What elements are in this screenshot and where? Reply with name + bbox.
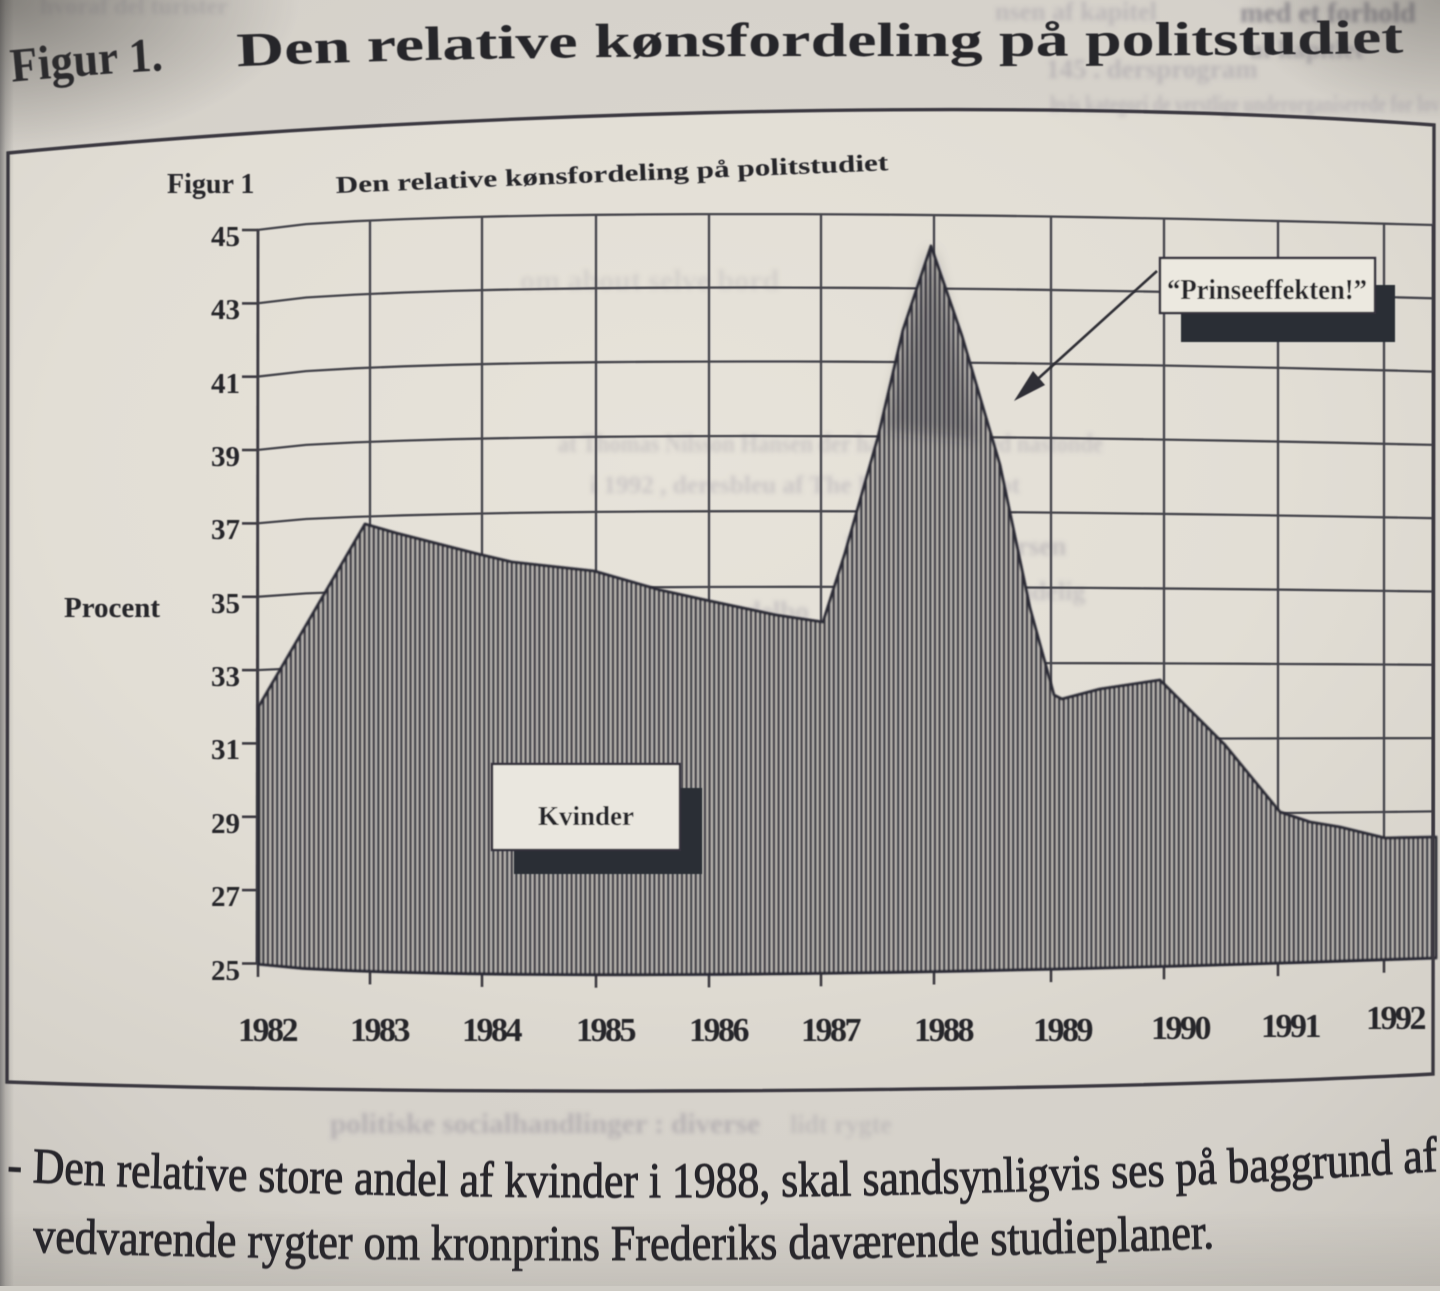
svg-text:1985: 1985 xyxy=(576,1012,636,1049)
svg-text:at Thomas Nilsson Hansen der h: at Thomas Nilsson Hansen der har betrece… xyxy=(558,429,1103,458)
svg-text:33: 33 xyxy=(211,661,240,693)
svg-text:43: 43 xyxy=(211,294,240,326)
svg-text:Figur 1: Figur 1 xyxy=(167,169,254,200)
svg-text:nsen af kapitel: nsen af kapitel xyxy=(995,0,1157,26)
svg-text:27: 27 xyxy=(211,881,240,913)
svg-text:29: 29 xyxy=(211,808,240,840)
svg-text:1989: 1989 xyxy=(1033,1012,1093,1049)
svg-text:45: 45 xyxy=(211,221,240,253)
svg-text:politiske socialhandlinger :: politiske socialhandlinger : diverse xyxy=(330,1109,760,1140)
svg-text:39: 39 xyxy=(211,441,240,473)
svg-text:31: 31 xyxy=(211,734,240,766)
svg-text:1982: 1982 xyxy=(238,1012,298,1049)
svg-text:145 . dersprogram: 145 . dersprogram xyxy=(1046,54,1258,84)
svg-text:41: 41 xyxy=(211,368,240,400)
svg-text:1992: 1992 xyxy=(1366,1000,1426,1037)
svg-text:Kvinder: Kvinder xyxy=(538,801,634,831)
svg-text:1987: 1987 xyxy=(801,1012,862,1049)
svg-text:om about selve bord: om about selve bord xyxy=(520,264,779,297)
svg-text:Procent: Procent xyxy=(64,592,160,624)
svg-text:1990: 1990 xyxy=(1151,1010,1211,1047)
svg-text:“Prinseeffekten!”: “Prinseeffekten!” xyxy=(1167,275,1367,306)
svg-text:1988: 1988 xyxy=(914,1012,974,1049)
svg-text:1991: 1991 xyxy=(1261,1008,1321,1045)
svg-text:37: 37 xyxy=(211,514,240,546)
svg-text:35: 35 xyxy=(211,588,240,620)
svg-text:1983: 1983 xyxy=(350,1012,410,1049)
svg-text:1986: 1986 xyxy=(689,1012,749,1049)
svg-text:lidt rygte: lidt rygte xyxy=(790,1110,892,1139)
svg-text:25: 25 xyxy=(211,955,240,987)
svg-text:1984: 1984 xyxy=(462,1012,523,1049)
